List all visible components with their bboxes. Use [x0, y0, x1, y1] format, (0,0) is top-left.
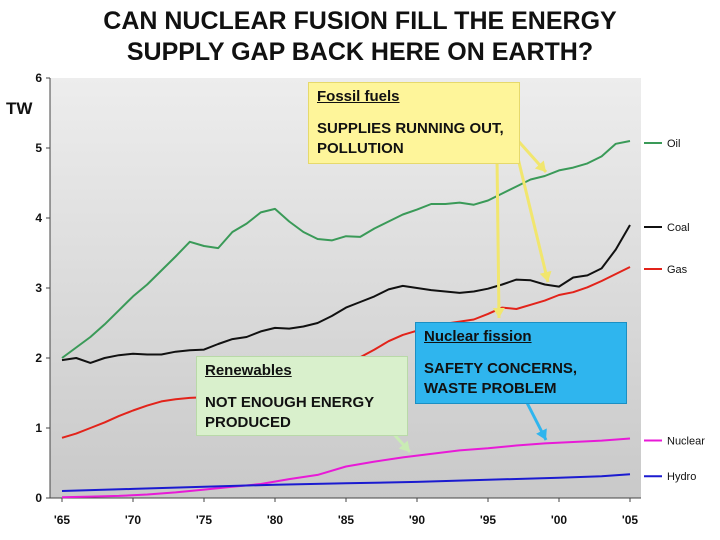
y-tick-label: 3 [35, 281, 42, 295]
callout-renewables-heading: Renewables [205, 362, 292, 379]
legend-label-nuclear: Nuclear [667, 436, 705, 448]
arrow-fossil-coal-head [539, 270, 552, 282]
series-line-nuclear [61, 437, 631, 499]
x-tick-label: '65 [54, 513, 71, 527]
callout-nuclear-fission: Nuclear fission SAFETY CONCERNS, WASTE P… [415, 322, 627, 404]
y-tick-label: 5 [35, 141, 42, 155]
arrow-fossil-coal-shaft [514, 149, 550, 283]
callout-fossil-heading: Fossil fuels [317, 88, 400, 105]
y-axis-label: TW [6, 99, 33, 118]
callout-nuclear-body: SAFETY CONCERNS, WASTE PROBLEM [424, 360, 578, 397]
arrow-fossil-oil-head [534, 160, 546, 172]
callout-nuclear-heading: Nuclear fission [424, 328, 532, 345]
y-tick-label: 2 [35, 351, 42, 365]
legend-label-coal: Coal [667, 222, 690, 234]
x-tick-label: '05 [622, 513, 639, 527]
arrow-renewables-head [398, 440, 410, 452]
arrow-fossil-gas-shaft [495, 157, 501, 319]
legend-label-hydro: Hydro [667, 471, 696, 483]
callout-fossil-body: SUPPLIES RUNNING OUT, POLLUTION [317, 120, 504, 157]
x-tick-label: '85 [338, 513, 355, 527]
y-tick-label: 4 [35, 211, 42, 225]
title-line-2: SUPPLY GAP BACK HERE ON EARTH? [126, 38, 594, 66]
y-tick-label: 1 [35, 421, 42, 435]
x-tick-label: '70 [125, 513, 142, 527]
title-line-1: CAN NUCLEAR FUSION FILL THE ENERGY [103, 7, 617, 35]
y-tick-label: 0 [35, 491, 42, 505]
x-tick-label: '80 [267, 513, 284, 527]
arrow-nuclear-head [536, 428, 547, 440]
series-line-oil [61, 140, 631, 359]
series-line-coal [61, 224, 631, 364]
series-line-hydro [61, 473, 631, 492]
slide-title: CAN NUCLEAR FUSION FILL THE ENERGY SUPPL… [0, 6, 720, 68]
x-tick-label: '90 [409, 513, 426, 527]
callout-renewables-body: NOT ENOUGH ENERGY PRODUCED [205, 394, 374, 431]
legend-label-gas: Gas [667, 264, 688, 276]
x-tick-label: '00 [551, 513, 568, 527]
x-tick-label: '75 [196, 513, 213, 527]
legend-label-oil: Oil [667, 138, 680, 150]
callout-fossil-fuels: Fossil fuels SUPPLIES RUNNING OUT, POLLU… [308, 82, 520, 164]
arrow-fossil-gas-head [492, 307, 505, 318]
x-tick-label: '95 [480, 513, 497, 527]
callout-renewables: Renewables NOT ENOUGH ENERGY PRODUCED [196, 356, 408, 436]
y-tick-label: 6 [35, 71, 42, 85]
